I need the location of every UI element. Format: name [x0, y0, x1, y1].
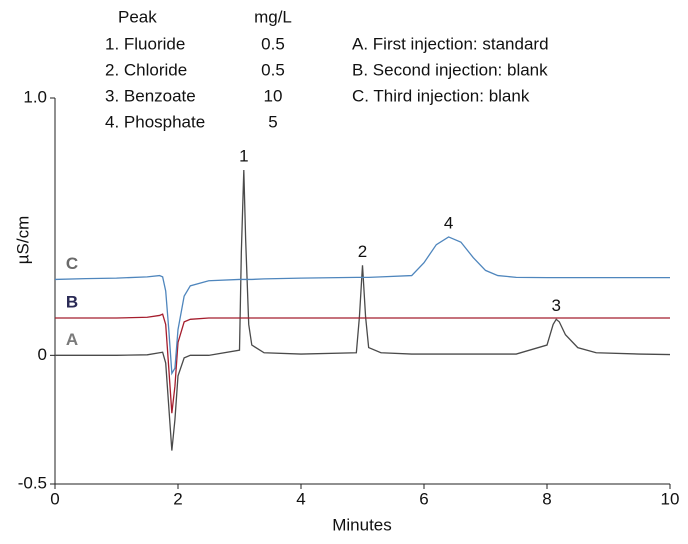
x-tick-label: 10: [661, 489, 680, 508]
series-label: A: [66, 330, 78, 349]
series-label: C: [66, 254, 78, 273]
table-header: Peak: [118, 7, 157, 26]
y-tick-label: 1.0: [23, 87, 47, 106]
note: B. Second injection: blank: [352, 60, 548, 79]
peak-label: 1: [239, 147, 248, 166]
table-cell: 1. Fluoride: [105, 34, 185, 53]
x-tick-label: 8: [542, 489, 551, 508]
table-cell: 3. Benzoate: [105, 86, 196, 105]
table-cell: 2. Chloride: [105, 60, 187, 79]
x-tick-label: 2: [173, 489, 182, 508]
series-line: [54, 236, 670, 376]
y-tick-label: -0.5: [18, 473, 47, 492]
peak-label: 4: [444, 213, 453, 232]
x-tick-label: 6: [419, 489, 428, 508]
table-header: mg/L: [254, 7, 292, 26]
peak-label: 3: [551, 296, 560, 315]
peak-label: 2: [358, 242, 367, 261]
series-line: [55, 313, 670, 414]
table-cell: 10: [264, 86, 283, 105]
series-label: B: [66, 293, 78, 312]
x-axis-label: Minutes: [332, 515, 392, 534]
note: A. First injection: standard: [352, 34, 549, 53]
x-tick-label: 0: [50, 489, 59, 508]
y-tick-label: 0: [38, 345, 47, 364]
y-axis-label: µS/cm: [13, 216, 32, 265]
note: C. Third injection: blank: [352, 86, 530, 105]
table-cell: 5: [268, 112, 277, 131]
table-cell: 0.5: [261, 34, 285, 53]
table-cell: 0.5: [261, 60, 285, 79]
series-line: [55, 170, 671, 451]
table-cell: 4. Phosphate: [105, 112, 205, 131]
x-tick-label: 4: [296, 489, 305, 508]
